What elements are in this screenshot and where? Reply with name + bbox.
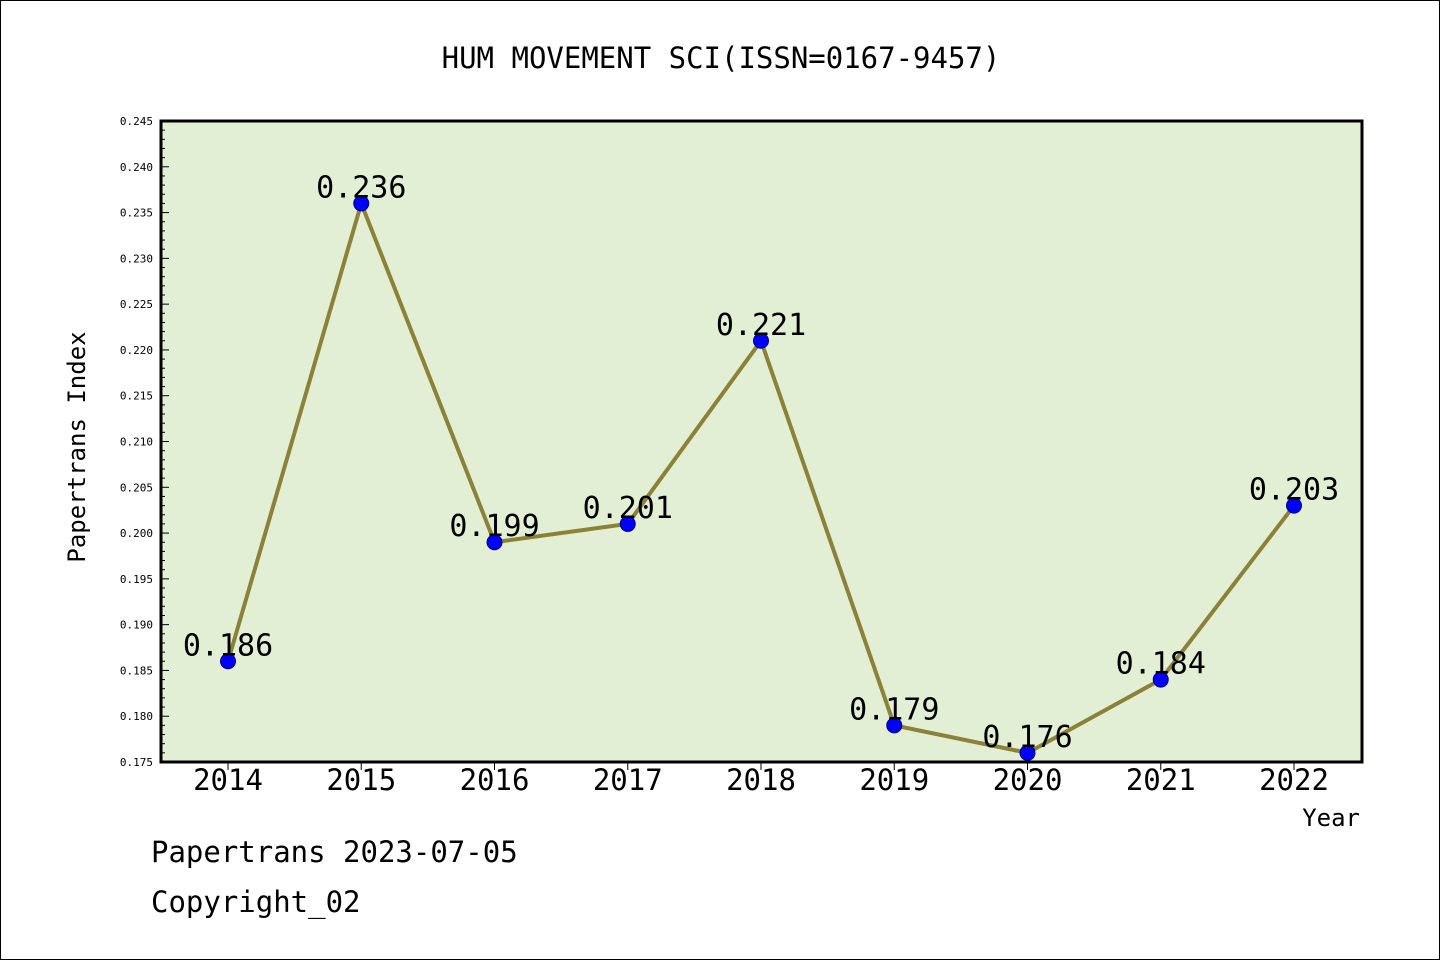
data-point bbox=[1286, 497, 1302, 514]
data-point bbox=[753, 332, 769, 349]
x-tick-label: 2022 bbox=[1259, 763, 1329, 797]
footer-date: Papertrans 2023-07-05 bbox=[151, 835, 518, 869]
x-tick-label: 2018 bbox=[726, 763, 796, 797]
data-label: 0.176 bbox=[982, 720, 1072, 755]
y-tick-label: 0.190 bbox=[120, 619, 153, 632]
y-tick-label: 0.230 bbox=[120, 252, 153, 265]
data-label: 0.186 bbox=[183, 628, 273, 663]
x-tick-label: 2019 bbox=[859, 763, 929, 797]
data-point bbox=[619, 515, 636, 532]
data-point bbox=[220, 653, 236, 670]
y-tick-label: 0.225 bbox=[120, 298, 153, 311]
y-tick-label: 0.240 bbox=[120, 161, 153, 174]
y-tick-label: 0.210 bbox=[120, 436, 153, 449]
x-tick-label: 2014 bbox=[193, 763, 263, 797]
x-axis-label: Year bbox=[1302, 804, 1360, 832]
footer-copyright: Copyright_02 bbox=[151, 885, 361, 919]
y-tick-label: 0.235 bbox=[120, 207, 153, 220]
x-tick-label: 2020 bbox=[993, 763, 1063, 797]
data-point bbox=[886, 717, 903, 734]
data-point bbox=[353, 195, 370, 212]
data-point bbox=[1152, 671, 1169, 688]
y-tick-label: 0.195 bbox=[120, 573, 153, 586]
y-tick-label: 0.220 bbox=[120, 344, 153, 357]
data-label: 0.221 bbox=[716, 308, 806, 343]
plot-area bbox=[159, 119, 1364, 764]
chart-title: HUM MOVEMENT SCI(ISSN=0167-9457) bbox=[442, 41, 1001, 75]
y-tick-label: 0.185 bbox=[120, 664, 153, 677]
data-label: 0.184 bbox=[1116, 647, 1206, 682]
data-point bbox=[1019, 744, 1036, 761]
y-axis: 0.175 0.180 0.185 0.190 0.195 0.200 0.205 0.210… bbox=[120, 115, 169, 769]
data-label: 0.201 bbox=[583, 491, 673, 526]
x-axis: 2014 2015 2016 2017 2018 2019 2020 2021 2022 bbox=[193, 762, 1329, 797]
data-label: 0.199 bbox=[449, 509, 539, 544]
y-tick-label: 0.205 bbox=[120, 481, 153, 494]
x-tick-label: 2015 bbox=[326, 763, 396, 797]
y-tick-label: 0.215 bbox=[120, 390, 153, 403]
y-axis-label: Papertrans Index bbox=[63, 331, 91, 562]
data-point bbox=[486, 534, 503, 551]
data-label: 0.203 bbox=[1249, 473, 1339, 508]
y-tick-label: 0.245 bbox=[120, 115, 153, 128]
x-tick-label: 2017 bbox=[593, 763, 663, 797]
x-tick-label: 2021 bbox=[1126, 763, 1196, 797]
x-tick-label: 2016 bbox=[460, 763, 530, 797]
y-tick-label: 0.180 bbox=[120, 710, 153, 723]
data-label: 0.179 bbox=[849, 692, 939, 727]
series-layer: 0.186 0.236 0.199 0.201 0.221 0.179 0.176 0.184… bbox=[183, 170, 1339, 761]
y-tick-label: 0.175 bbox=[120, 756, 153, 769]
y-tick-label: 0.200 bbox=[120, 527, 153, 540]
data-label: 0.236 bbox=[316, 170, 406, 205]
